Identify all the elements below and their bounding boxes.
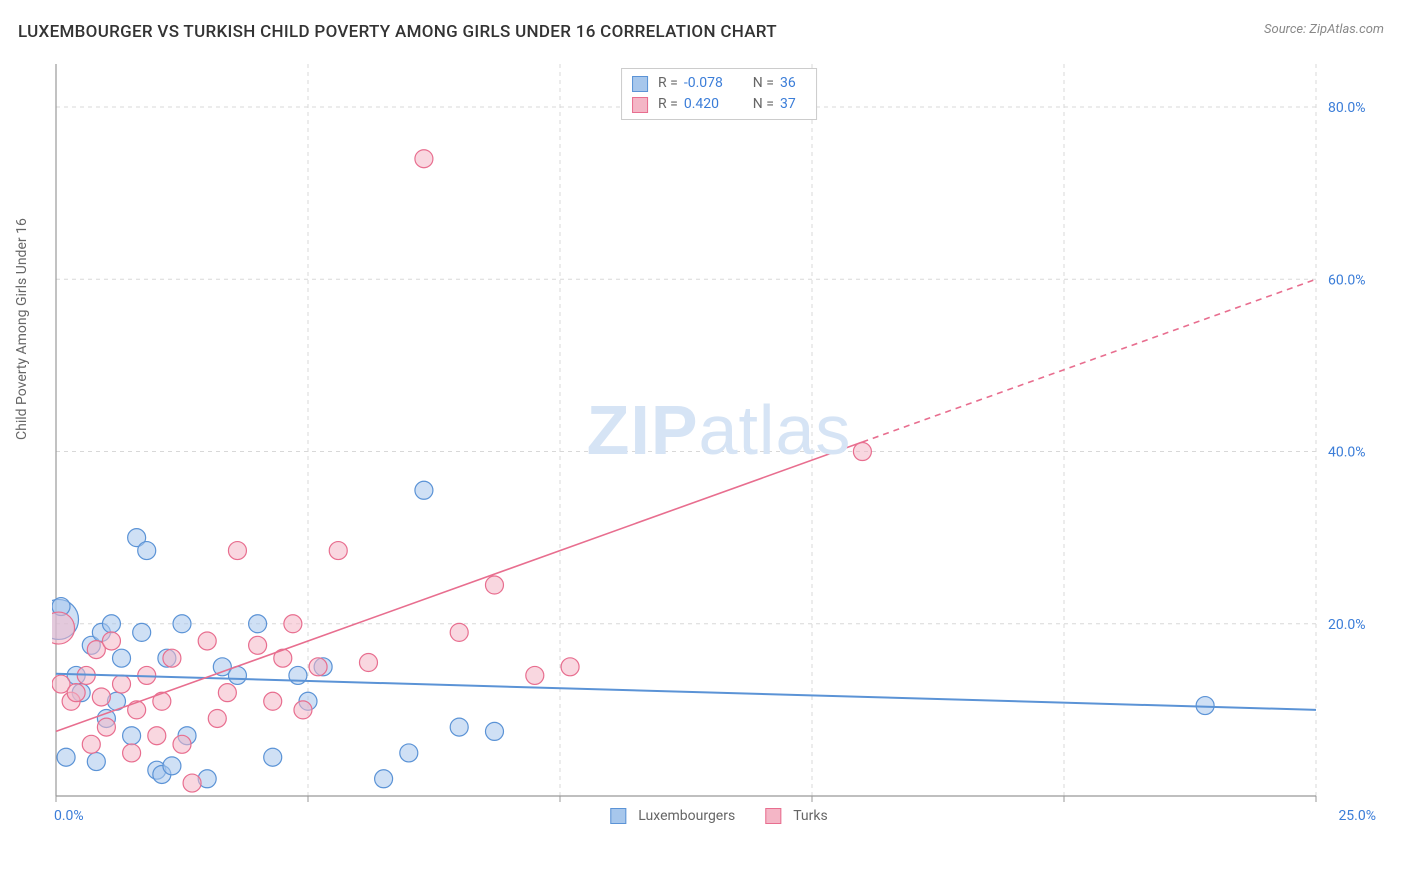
data-point: [123, 727, 141, 745]
data-point: [87, 753, 105, 771]
legend-item: Luxembourgers: [610, 808, 735, 824]
data-point: [485, 722, 503, 740]
x-tick-label: 0.0%: [54, 808, 84, 824]
data-point: [138, 542, 156, 560]
data-point: [173, 735, 191, 753]
data-point: [57, 748, 75, 766]
legend-item: Turks: [765, 808, 828, 824]
data-point: [294, 701, 312, 719]
regression-line: [56, 442, 862, 731]
data-point: [526, 666, 544, 684]
data-point: [415, 150, 433, 168]
data-point: [249, 636, 267, 654]
r-label: R =: [658, 73, 678, 94]
data-point: [198, 632, 216, 650]
data-point: [67, 684, 85, 702]
n-label: N =: [753, 94, 774, 115]
data-point: [264, 748, 282, 766]
data-point: [561, 658, 579, 676]
legend-swatch: [610, 808, 626, 824]
page-title: LUXEMBOURGER VS TURKISH CHILD POVERTY AM…: [18, 22, 777, 42]
chart-container: ZIPatlas R =-0.078 N =36R = 0.420 N =37 …: [52, 60, 1386, 830]
data-point: [249, 615, 267, 633]
data-point: [102, 615, 120, 633]
r-value: -0.078: [684, 73, 734, 94]
data-point: [102, 632, 120, 650]
r-label: R =: [658, 94, 678, 115]
data-point: [92, 688, 110, 706]
r-value: 0.420: [684, 94, 734, 115]
n-value: 36: [780, 73, 806, 94]
data-point: [329, 542, 347, 560]
data-point: [853, 443, 871, 461]
data-point: [415, 481, 433, 499]
data-point: [450, 623, 468, 641]
data-point: [113, 649, 131, 667]
data-point: [163, 649, 181, 667]
data-point: [183, 774, 201, 792]
legend-swatch: [632, 97, 648, 113]
data-point: [485, 576, 503, 594]
n-value: 37: [780, 94, 806, 115]
x-tick-label: 25.0%: [1338, 808, 1376, 824]
data-point: [97, 718, 115, 736]
legend-label: Turks: [793, 808, 828, 824]
stats-legend: R = -0.078 N = 36 R = 0.420 N = 37: [621, 68, 817, 120]
data-point: [113, 675, 131, 693]
scatter-chart: 20.0% 40.0% 60.0% 80.0% 0.0% 25.0%: [52, 60, 1386, 830]
data-point: [359, 654, 377, 672]
y-axis-label: Child Poverty Among Girls Under 16: [14, 218, 30, 440]
y-tick-label: 40.0%: [1328, 445, 1366, 461]
data-point: [375, 770, 393, 788]
stats-legend-row: R = 0.420 N = 37: [632, 94, 806, 115]
data-point: [163, 757, 181, 775]
data-point: [148, 727, 166, 745]
regression-line: [56, 674, 1316, 710]
legend-label: Luxembourgers: [638, 808, 735, 824]
data-point: [218, 684, 236, 702]
stats-legend-row: R = -0.078 N = 36: [632, 73, 806, 94]
data-point: [82, 735, 100, 753]
y-tick-label: 60.0%: [1328, 272, 1366, 288]
regression-line-extrapolated: [862, 279, 1316, 442]
y-tick-label: 20.0%: [1328, 617, 1366, 633]
n-label: N =: [753, 73, 774, 94]
data-point: [309, 658, 327, 676]
y-tick-label: 80.0%: [1328, 100, 1366, 116]
data-point: [400, 744, 418, 762]
data-point: [228, 542, 246, 560]
data-point: [264, 692, 282, 710]
data-point: [173, 615, 191, 633]
data-point: [128, 701, 146, 719]
series-legend: Luxembourgers Turks: [610, 808, 827, 824]
data-point: [450, 718, 468, 736]
source-attribution: Source: ZipAtlas.com: [1264, 22, 1384, 37]
data-point: [123, 744, 141, 762]
legend-swatch: [765, 808, 781, 824]
data-point: [208, 709, 226, 727]
legend-swatch: [632, 76, 648, 92]
data-point: [284, 615, 302, 633]
data-point: [133, 623, 151, 641]
